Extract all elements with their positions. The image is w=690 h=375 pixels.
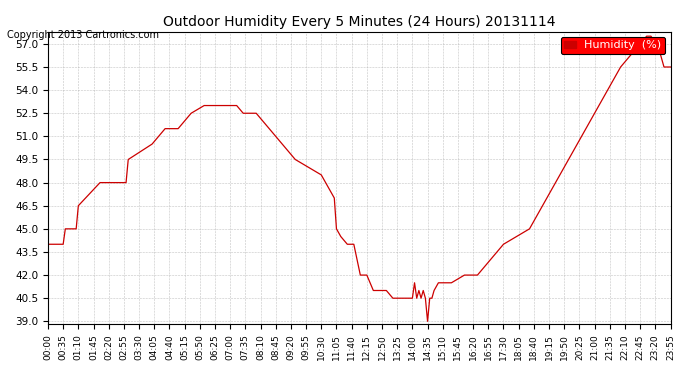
Title: Outdoor Humidity Every 5 Minutes (24 Hours) 20131114: Outdoor Humidity Every 5 Minutes (24 Hou… (163, 15, 555, 29)
Text: Copyright 2013 Cartronics.com: Copyright 2013 Cartronics.com (7, 30, 159, 39)
Legend: Humidity  (%): Humidity (%) (561, 37, 665, 54)
